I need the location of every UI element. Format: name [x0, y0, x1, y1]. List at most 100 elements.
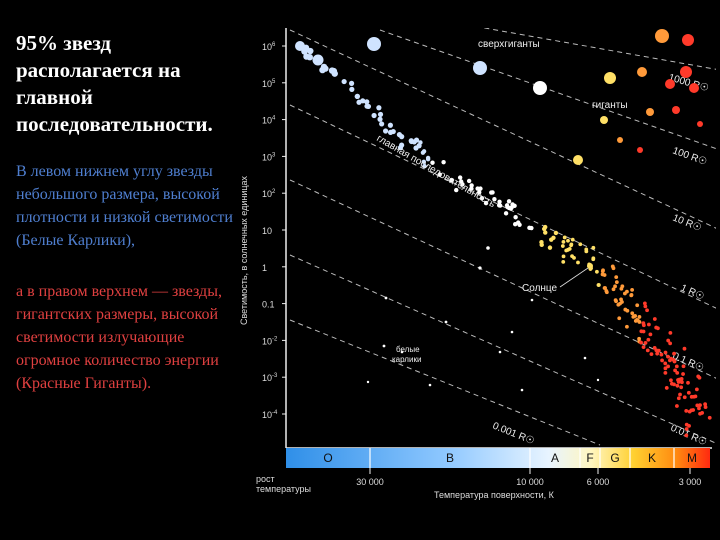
radius-label: 100 R☉ — [671, 145, 708, 168]
main-sequence-star — [584, 249, 589, 254]
main-sequence-star — [674, 364, 679, 369]
main-sequence-star — [676, 396, 681, 401]
main-sequence-star — [478, 186, 483, 191]
main-sequence-star — [421, 159, 427, 165]
main-sequence-star — [553, 230, 559, 236]
main-sequence-star — [513, 221, 518, 227]
main-sequence-star — [676, 380, 681, 384]
main-sequence-star — [639, 340, 643, 345]
main-sequence-star — [620, 284, 625, 289]
y-tick-exponent: 6 — [272, 42, 276, 48]
main-sequence-star — [349, 86, 355, 92]
main-sequence-star — [649, 352, 654, 357]
white-dwarfs-label-line1: белые — [396, 345, 420, 354]
main-sequence-star — [576, 260, 580, 265]
y-tick-exponent: 5 — [272, 79, 276, 85]
white-dwarfs-paragraph: В левом нижнем углу звезды небольшого ра… — [16, 163, 233, 249]
x-tick-label: 3 000 — [679, 477, 702, 487]
main-sequence-star — [617, 316, 622, 321]
white-dwarf-star — [596, 378, 600, 382]
spectral-class-k: K — [648, 451, 656, 465]
main-sequence-star — [509, 205, 514, 210]
main-sequence-star — [566, 238, 570, 243]
main-sequence-star — [413, 145, 419, 151]
main-sequence-star — [387, 122, 393, 128]
y-tick-label: 0.1 — [262, 300, 275, 310]
radius-label: 10 R☉ — [671, 213, 703, 234]
x-growth-label-line1: рост — [256, 474, 275, 484]
main-sequence-star — [703, 402, 708, 407]
main-sequence-star — [666, 338, 671, 343]
supergiant-star — [367, 37, 381, 51]
main-sequence-star — [663, 350, 668, 355]
main-sequence-star — [679, 385, 684, 390]
white-dwarf-star — [444, 320, 448, 324]
main-sequence-star — [377, 111, 384, 118]
y-axis-title: Светимость, в солнечных единицах — [239, 175, 249, 325]
main-sequence-star — [635, 303, 640, 308]
main-sequence-star — [364, 99, 370, 105]
main-sequence-star — [686, 380, 690, 385]
radius-line — [289, 254, 716, 444]
main-sequence-star — [604, 290, 609, 295]
y-tick-label: 10-4 — [262, 410, 278, 420]
main-sequence-star — [413, 137, 420, 143]
main-sequence-star — [497, 199, 502, 204]
main-sequence-star — [613, 298, 618, 303]
giant-star — [665, 79, 675, 89]
y-tick-label: 10 — [262, 226, 272, 236]
main-sequence-star — [422, 163, 427, 169]
y-tick-label: 10-2 — [262, 336, 278, 346]
main-sequence-star — [591, 245, 596, 250]
main-sequence-star — [517, 222, 522, 227]
main-sequence-star — [328, 67, 336, 74]
white-dwarf-star — [478, 266, 482, 270]
main-sequence-star — [671, 357, 676, 362]
x-tick-label: 6 000 — [587, 477, 610, 487]
y-tick-exponent: -4 — [272, 410, 278, 416]
spectral-class-g: G — [610, 451, 619, 465]
main-sequence-star — [675, 404, 679, 408]
main-sequence-star — [666, 354, 670, 359]
main-sequence-star — [469, 186, 474, 191]
main-sequence-star — [663, 361, 668, 366]
main-sequence-label: главная последовательность — [375, 133, 498, 210]
spectral-class-o: O — [323, 451, 332, 465]
y-tick-label: 1 — [262, 263, 267, 273]
main-sequence-star — [496, 203, 502, 208]
main-sequence-star — [430, 160, 435, 165]
main-sequence-star — [601, 268, 605, 273]
radius-label: 1 R☉ — [679, 283, 706, 303]
main-sequence-star — [682, 395, 687, 400]
main-sequence-star — [399, 134, 405, 140]
main-sequence-star — [652, 317, 657, 321]
main-sequence-star — [673, 368, 677, 373]
main-sequence-star — [306, 53, 313, 61]
main-sequence-star — [570, 237, 575, 242]
main-sequence-star — [680, 380, 684, 385]
main-sequence-star — [506, 199, 512, 204]
main-sequence-star — [547, 245, 553, 250]
white-dwarf-star — [520, 388, 524, 392]
main-sequence-star — [527, 225, 532, 231]
white-dwarfs-label-line2: карлики — [392, 355, 421, 364]
giant-star — [682, 34, 694, 46]
main-sequence-star — [655, 351, 660, 356]
main-sequence-star — [637, 315, 642, 319]
main-sequence-star — [639, 329, 644, 334]
main-sequence-star — [379, 121, 385, 127]
radius-line — [289, 104, 716, 309]
main-sequence-star — [603, 286, 608, 290]
main-sequence-star — [479, 196, 485, 201]
main-sequence-star — [376, 105, 382, 111]
giant-star — [573, 155, 583, 165]
main-sequence-star — [666, 364, 671, 369]
main-sequence-star — [543, 230, 548, 235]
giant-star — [689, 83, 699, 93]
radius-labels: 1000 R☉100 R☉10 R☉1 R☉0.1 R☉0.01 R☉0.001… — [491, 72, 710, 448]
main-sequence-star — [596, 283, 601, 287]
main-sequence-star — [633, 314, 638, 318]
main-sequence-star — [697, 406, 701, 411]
main-sequence-star — [707, 415, 712, 420]
